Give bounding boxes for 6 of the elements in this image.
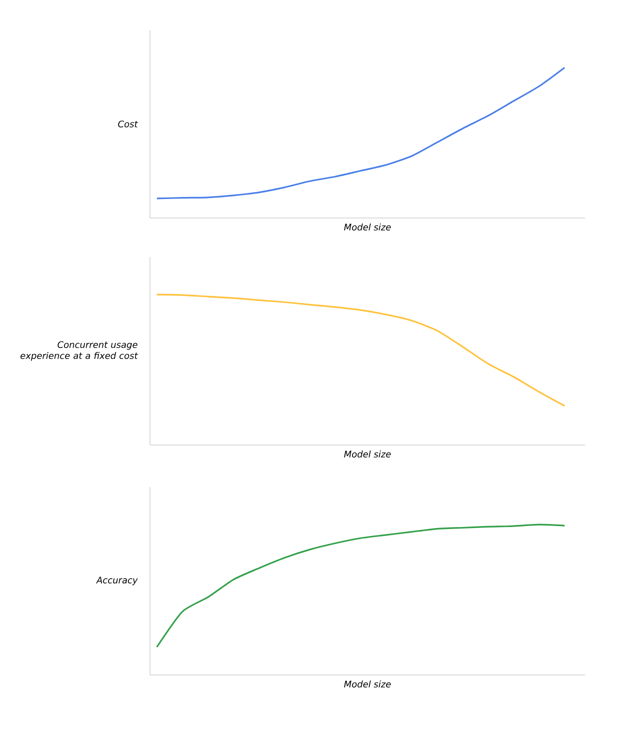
x-axis-title: Model size bbox=[344, 680, 391, 688]
y-axis-title: Cost bbox=[118, 120, 138, 128]
y-axis-title: Accuracy bbox=[96, 576, 138, 586]
y-axis-title: Concurrent usage experience at a fixed cost bbox=[20, 341, 138, 361]
x-axis-title: Model size bbox=[344, 450, 391, 458]
x-axis-title: Model size bbox=[344, 224, 391, 230]
